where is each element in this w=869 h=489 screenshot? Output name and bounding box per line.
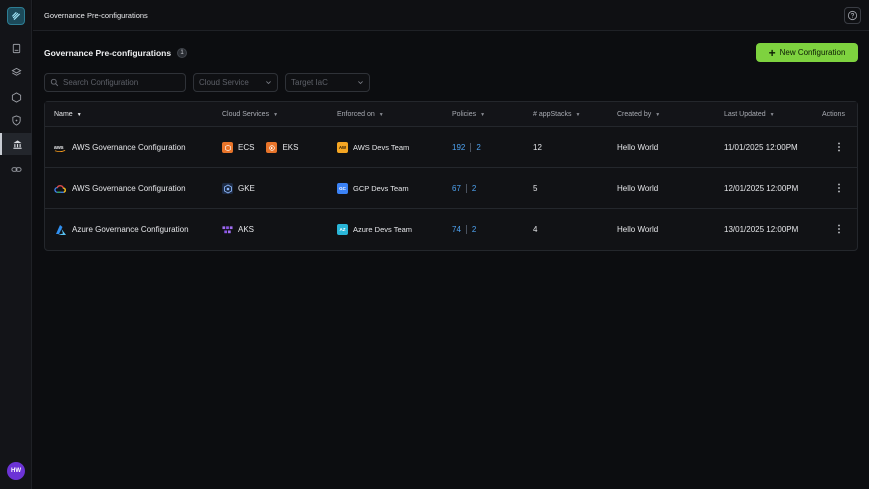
last-updated-cell: 12/01/2025 12:00PM — [724, 184, 799, 193]
table-row[interactable]: Azure Governance Configuration AKS AZ Az… — [45, 209, 857, 250]
table-row[interactable]: AWS Governance Configuration GKE GC GCP … — [45, 168, 857, 209]
table-row[interactable]: aws AWS Governance Configuration ECS EKS… — [45, 127, 857, 168]
row-actions-menu-icon[interactable]: ⋮ — [834, 183, 844, 194]
book-icon[interactable] — [8, 40, 24, 56]
config-name[interactable]: AWS Governance Configuration — [72, 143, 186, 152]
enforced-on-cell: AW AWS Devs Team — [337, 127, 409, 168]
appstacks-cell: 5 — [533, 184, 538, 193]
avatar[interactable]: HW — [7, 462, 25, 480]
eks-icon — [266, 142, 278, 153]
service-eks: EKS — [266, 142, 298, 153]
column-header-last-updated[interactable]: Last Updated ▼ — [724, 111, 775, 118]
topbar-title: Governance Pre-configurations — [44, 11, 148, 20]
aws-icon: aws — [54, 141, 67, 154]
last-updated-cell: 11/01/2025 12:00PM — [724, 143, 798, 152]
last-updated-cell: 13/01/2025 12:00PM — [724, 225, 799, 234]
enforced-on-cell: AZ Azure Devs Team — [337, 209, 412, 250]
ecs-icon — [222, 142, 233, 153]
policies-count-link[interactable]: 74 — [452, 225, 461, 234]
column-header-enforced-on[interactable]: Enforced on ▼ — [337, 111, 384, 118]
plus-icon: + — [768, 45, 776, 60]
service-aks: AKS — [222, 224, 254, 235]
column-header-created-by[interactable]: Created by ▼ — [617, 111, 661, 118]
google-cloud-icon — [54, 182, 67, 195]
service-gke: GKE — [222, 183, 255, 194]
chevron-down-icon — [358, 81, 363, 85]
app-logo-icon[interactable] — [7, 7, 25, 25]
link-icon[interactable] — [8, 161, 24, 177]
help-icon — [847, 10, 858, 21]
appstacks-cell: 12 — [533, 143, 542, 152]
config-name-cell: Azure Governance Configuration — [54, 209, 189, 250]
created-by-cell: Hello World — [617, 143, 659, 152]
policies-secondary-link[interactable]: 2 — [471, 225, 477, 234]
svg-text:aws: aws — [54, 144, 64, 150]
column-header-policies[interactable]: Policies ▼ — [452, 111, 486, 118]
column-header-actions: Actions — [822, 111, 845, 118]
azure-icon — [54, 223, 67, 236]
config-name-cell: AWS Governance Configuration — [54, 168, 186, 209]
target-iac-label: Target IaC — [291, 78, 328, 87]
config-name-cell: aws AWS Governance Configuration — [54, 127, 186, 168]
cloud-services-cell: ECS EKS — [222, 127, 310, 168]
shield-icon[interactable] — [8, 112, 24, 128]
policies-cell: 74 2 — [452, 209, 476, 250]
count-badge: 1 — [177, 48, 188, 58]
policies-count-link[interactable]: 67 — [452, 184, 461, 193]
policies-count-link[interactable]: 192 — [452, 143, 466, 152]
policies-secondary-link[interactable]: 2 — [476, 143, 481, 152]
team-badge: GC — [337, 183, 348, 194]
cloud-services-cell: AKS — [222, 209, 266, 250]
team-name: Azure Devs Team — [353, 225, 413, 234]
appstacks-cell: 4 — [533, 225, 538, 234]
new-configuration-button[interactable]: + New Configuration — [756, 43, 858, 62]
search-icon — [50, 78, 59, 87]
policies-secondary-link[interactable]: 2 — [471, 184, 477, 193]
governance-icon[interactable] — [0, 133, 32, 155]
policies-cell: 67 2 — [452, 168, 476, 209]
aks-icon — [222, 224, 233, 235]
config-name[interactable]: AWS Governance Configuration — [72, 184, 186, 193]
help-button[interactable] — [844, 7, 861, 24]
cloud-service-select[interactable]: Cloud Service — [193, 73, 278, 92]
service-ecs: ECS — [222, 142, 254, 153]
policies-cell: 192 2 — [452, 127, 481, 168]
new-configuration-label: New Configuration — [779, 48, 846, 57]
target-iac-select[interactable]: Target IaC — [285, 73, 370, 92]
team-badge: AW — [337, 142, 348, 153]
column-header-appstacks[interactable]: # appStacks ▼ — [533, 111, 581, 118]
table-header: Name ▼ Cloud Services ▼ Enforced on ▼ Polic… — [45, 102, 857, 127]
topbar: Governance Pre-configurations — [33, 0, 869, 31]
created-by-cell: Hello World — [617, 225, 659, 234]
cloud-service-label: Cloud Service — [199, 78, 249, 87]
team-name: GCP Devs Team — [353, 184, 409, 193]
created-by-cell: Hello World — [617, 184, 659, 193]
chevron-down-icon — [266, 81, 271, 85]
column-header-cloud-services[interactable]: Cloud Services ▼ — [222, 111, 279, 118]
configurations-table: Name ▼ Cloud Services ▼ Enforced on ▼ Polic… — [44, 101, 858, 251]
hexagon-icon[interactable] — [8, 89, 24, 105]
layers-icon[interactable] — [8, 64, 24, 80]
config-name[interactable]: Azure Governance Configuration — [72, 225, 189, 234]
page-title: Governance Pre-configurations 1 — [44, 48, 188, 58]
gke-icon — [222, 183, 233, 194]
cloud-services-cell: GKE — [222, 168, 267, 209]
search-field[interactable] — [44, 73, 186, 92]
page-title-text: Governance Pre-configurations — [44, 48, 172, 58]
row-actions-menu-icon[interactable]: ⋮ — [834, 142, 844, 153]
enforced-on-cell: GC GCP Devs Team — [337, 168, 409, 209]
team-name: AWS Devs Team — [353, 143, 410, 152]
row-actions-menu-icon[interactable]: ⋮ — [834, 224, 844, 235]
search-input[interactable] — [63, 78, 173, 87]
sidebar: HW — [0, 0, 32, 489]
team-badge: AZ — [337, 224, 348, 235]
column-header-name[interactable]: Name ▼ — [54, 111, 82, 118]
